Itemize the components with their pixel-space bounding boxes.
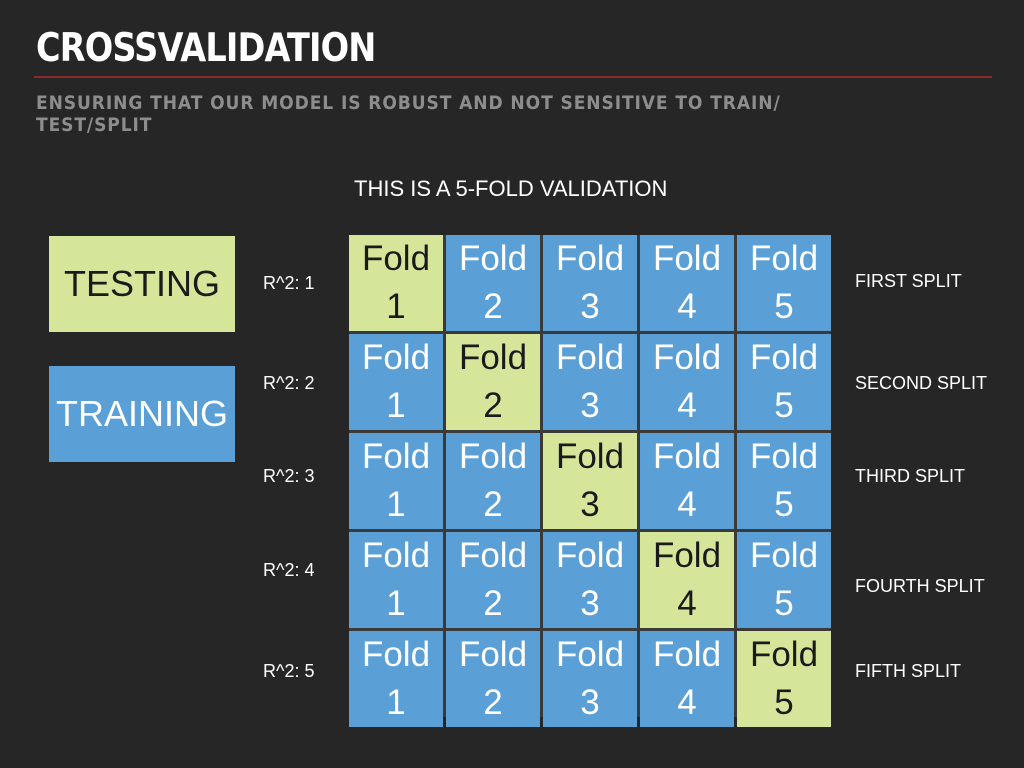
fold-cell: Fold 3 (543, 235, 637, 331)
fold-number: 3 (580, 584, 600, 623)
fold-number: 1 (386, 287, 406, 326)
fold-word: Fold (555, 437, 625, 476)
slide-title: CROSSVALIDATION (36, 26, 376, 71)
fold-number: 1 (386, 584, 406, 623)
r2-score-label: R^2: 4 (263, 560, 315, 580)
fold-cell: Fold 5 (737, 631, 831, 727)
fold-cell: Fold 2 (446, 532, 540, 628)
fold-number: 2 (483, 683, 503, 722)
fold-word: Fold (361, 239, 431, 278)
fold-word: Fold (555, 536, 625, 575)
fold-word: Fold (555, 635, 625, 674)
fold-cell: Fold 1 (349, 631, 443, 727)
fold-number: 5 (774, 386, 794, 425)
fold-number: 2 (483, 287, 503, 326)
split-label: FIFTH SPLIT (855, 661, 962, 681)
fold-number: 2 (483, 584, 503, 623)
fold-word: Fold (749, 239, 819, 278)
fold-number: 5 (774, 485, 794, 524)
fold-word: Fold (458, 635, 528, 674)
fold-cell: Fold 2 (446, 433, 540, 529)
fold-word: Fold (361, 635, 431, 674)
r2-score-label: R^2: 1 (263, 273, 315, 293)
fold-cell: Fold 1 (349, 532, 443, 628)
fold-number: 2 (483, 386, 503, 425)
fold-cell: Fold 4 (640, 334, 734, 430)
fold-cell: Fold 3 (543, 631, 637, 727)
diagram-caption: THIS IS A 5-FOLD VALIDATION (354, 176, 668, 201)
fold-cell: Fold 2 (446, 235, 540, 331)
fold-number: 2 (483, 485, 503, 524)
split-label: FOURTH SPLIT (855, 576, 985, 596)
split-label: SECOND SPLIT (855, 373, 988, 393)
fold-cell: Fold 4 (640, 235, 734, 331)
fold-word: Fold (361, 437, 431, 476)
legend-training-label: TRAINING (55, 393, 228, 434)
fold-number: 3 (580, 683, 600, 722)
fold-cell: Fold 5 (737, 433, 831, 529)
fold-word: Fold (361, 338, 431, 377)
fold-cell: Fold 3 (543, 334, 637, 430)
fold-cell: Fold 4 (640, 433, 734, 529)
fold-number: 4 (677, 584, 697, 623)
fold-cell: Fold 1 (349, 235, 443, 331)
fold-number: 5 (774, 287, 794, 326)
fold-number: 4 (677, 287, 697, 326)
legend-testing-label: TESTING (63, 263, 220, 304)
fold-word: Fold (749, 437, 819, 476)
fold-word: Fold (749, 635, 819, 674)
fold-word: Fold (458, 437, 528, 476)
fold-cell: Fold 1 (349, 433, 443, 529)
slide-subtitle: ENSURING THAT OUR MODEL IS ROBUST AND NO… (36, 92, 781, 136)
fold-number: 1 (386, 683, 406, 722)
fold-number: 1 (386, 386, 406, 425)
fold-word: Fold (652, 239, 722, 278)
fold-cell: Fold 5 (737, 532, 831, 628)
fold-cell: Fold 2 (446, 631, 540, 727)
fold-cell: Fold 3 (543, 433, 637, 529)
fold-number: 5 (774, 683, 794, 722)
fold-number: 4 (677, 386, 697, 425)
split-label: FIRST SPLIT (855, 271, 962, 291)
r2-score-label: R^2: 5 (263, 661, 315, 681)
fold-word: Fold (361, 536, 431, 575)
legend-testing: TESTING (49, 236, 235, 332)
fold-number: 3 (580, 386, 600, 425)
r2-score-label: R^2: 2 (263, 373, 315, 393)
fold-word: Fold (555, 338, 625, 377)
fold-grid: Fold 1 Fold 2 Fold 3 Fold 4 Fold 5 Fold … (349, 235, 831, 727)
fold-number: 4 (677, 683, 697, 722)
fold-word: Fold (652, 437, 722, 476)
fold-word: Fold (749, 338, 819, 377)
fold-word: Fold (652, 338, 722, 377)
fold-word: Fold (652, 635, 722, 674)
fold-cell: Fold 5 (737, 334, 831, 430)
fold-word: Fold (458, 536, 528, 575)
fold-number: 3 (580, 485, 600, 524)
fold-number: 1 (386, 485, 406, 524)
fold-number: 5 (774, 584, 794, 623)
fold-cell: Fold 4 (640, 631, 734, 727)
fold-word: Fold (555, 239, 625, 278)
fold-word: Fold (458, 239, 528, 278)
fold-cell: Fold 2 (446, 334, 540, 430)
fold-cell: Fold 5 (737, 235, 831, 331)
fold-cell: Fold 1 (349, 334, 443, 430)
fold-word: Fold (458, 338, 528, 377)
fold-cell: Fold 4 (640, 532, 734, 628)
title-divider (34, 76, 992, 78)
fold-number: 4 (677, 485, 697, 524)
fold-word: Fold (749, 536, 819, 575)
fold-number: 3 (580, 287, 600, 326)
r2-score-label: R^2: 3 (263, 466, 315, 486)
fold-cell: Fold 3 (543, 532, 637, 628)
split-label: THIRD SPLIT (855, 466, 966, 486)
legend-training: TRAINING (49, 366, 235, 462)
fold-word: Fold (652, 536, 722, 575)
